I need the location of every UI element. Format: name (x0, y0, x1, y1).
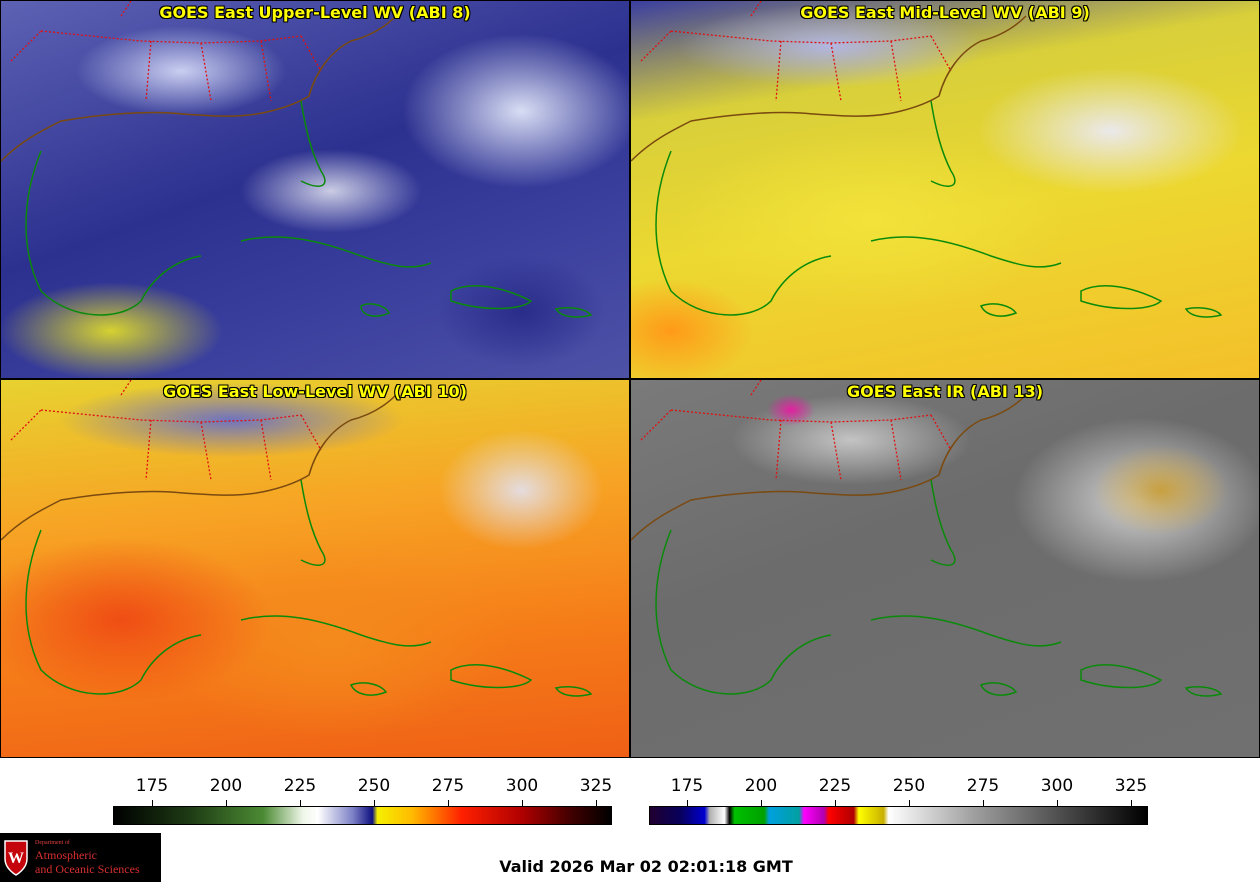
colorbar-tick-label: 300 (505, 776, 539, 796)
logo-department: Department of (35, 840, 70, 846)
colorbar-tick (1057, 800, 1058, 806)
mid-level-wv-panel: GOES East Mid-Level WV (ABI 9) (630, 0, 1260, 379)
aos-logo: W Department of Atmospheric and Oceanic … (0, 833, 161, 882)
ir-panel: GOES East IR (ABI 13) (630, 379, 1260, 758)
uw-crest-icon: W (4, 840, 28, 876)
colorbar-tick (300, 800, 301, 806)
colorbar-tick-label: 325 (579, 776, 613, 796)
colorbar-tick (687, 800, 688, 806)
logo-title-line2: and Oceanic Sciences (35, 862, 140, 876)
colorbar-tick-label: 300 (1040, 776, 1074, 796)
colorbar-tick (152, 800, 153, 806)
colorbar-tick (761, 800, 762, 806)
colorbar-tick-label: 275 (431, 776, 465, 796)
colorbar-tick (522, 800, 523, 806)
colorbar-tick (983, 800, 984, 806)
colorbar-tick-label: 225 (283, 776, 317, 796)
logo-title-line1: Atmospheric (35, 848, 97, 862)
colorbar-tick-label: 200 (209, 776, 243, 796)
low-level-wv-panel: GOES East Low-Level WV (ABI 10) (0, 379, 630, 758)
panel-title: GOES East Upper-Level WV (ABI 8) (159, 3, 471, 22)
colorbar-tick-label: 225 (818, 776, 852, 796)
colorbar-tick (1131, 800, 1132, 806)
colorbar-tick (835, 800, 836, 806)
colorbar-tick (374, 800, 375, 806)
colorbar-tick (596, 800, 597, 806)
panel-title: GOES East Low-Level WV (ABI 10) (163, 382, 467, 401)
panel-title: GOES East IR (ABI 13) (846, 382, 1044, 401)
ir-colorbar (649, 806, 1148, 825)
mid-level-wv-map-overlay (631, 1, 1223, 318)
colorbar-tick-label: 250 (892, 776, 926, 796)
colorbar-tick-label: 175 (670, 776, 704, 796)
ir-map-overlay (631, 380, 1223, 697)
crest-letter: W (8, 850, 24, 867)
colorbar-tick-label: 175 (135, 776, 169, 796)
upper-level-wv-panel: GOES East Upper-Level WV (ABI 8) (0, 0, 630, 379)
colorbar-tick (909, 800, 910, 806)
colorbar-tick (226, 800, 227, 806)
colorbar-tick-label: 325 (1114, 776, 1148, 796)
panel-title: GOES East Mid-Level WV (ABI 9) (800, 3, 1090, 22)
colorbar-tick-label: 250 (357, 776, 391, 796)
colorbar-tick-label: 200 (744, 776, 778, 796)
valid-time: Valid 2026 Mar 02 02:01:18 GMT (499, 857, 793, 876)
wv-colorbar (113, 806, 612, 825)
low-level-wv-map-overlay (1, 380, 593, 697)
colorbar-tick (448, 800, 449, 806)
colorbar-tick-label: 275 (966, 776, 1000, 796)
upper-level-wv-map-overlay (1, 1, 593, 318)
